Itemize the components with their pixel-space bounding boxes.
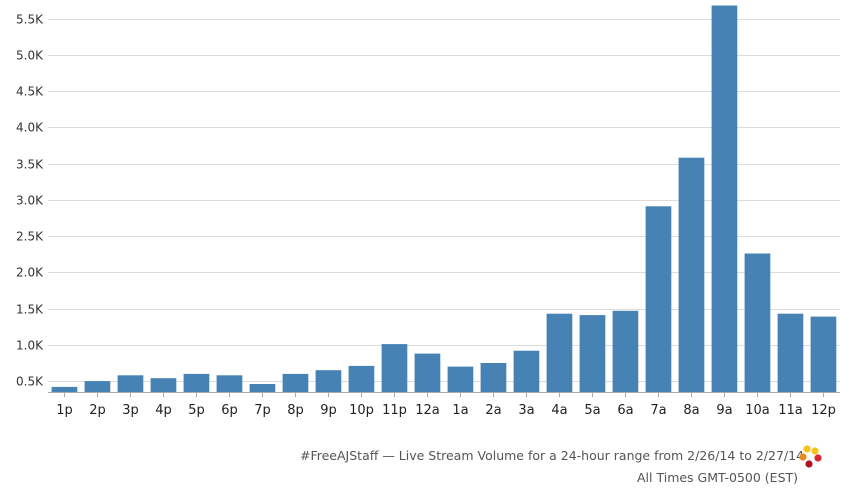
x-tick-label: 7a [650,403,666,418]
bar-1a[interactable] [447,366,474,392]
bar-8a[interactable] [678,157,705,392]
bar-4p[interactable] [150,378,177,392]
y-tick-label: 2.0K [16,266,44,280]
chart-subtitle: All Times GMT-0500 (EST) [637,470,799,485]
grid-lines [48,19,840,382]
bar-12a[interactable] [414,353,441,392]
bar-6a[interactable] [612,310,639,392]
x-tick-label: 9p [320,403,337,418]
bar-4a[interactable] [546,313,573,392]
x-tick-label: 8a [683,403,699,418]
bar-11p[interactable] [381,344,408,392]
bar-chart: 0.5K 1.0K 1.5K 2.0K 2.5K 3.0K 3.5K 4.0K 4.5K 5.0K… [16,5,840,418]
x-tick-label: 4a [551,403,567,418]
logo-dot [803,445,811,453]
bar-1p[interactable] [51,386,78,392]
x-tick-label: 5a [584,403,600,418]
y-tick-label: 1.0K [16,339,44,353]
bar-10a[interactable] [744,253,771,393]
bar-11a[interactable] [777,313,804,392]
x-tick-label: 12a [415,403,440,418]
y-tick-label: 5.5K [16,13,44,27]
bar-3a[interactable] [513,350,540,392]
y-tick-label: 4.5K [16,85,44,99]
bar-8p[interactable] [282,373,309,392]
x-tick-label: 1p [56,403,73,418]
bar-5p[interactable] [183,373,210,392]
bar-3p[interactable] [117,375,144,392]
x-tick-label: 3p [122,403,139,418]
bars [51,5,837,393]
logo-dot [814,454,822,462]
x-tick-label: 11a [778,403,803,418]
x-tick-label: 10p [349,403,374,418]
y-tick-label: 4.0K [16,121,44,135]
y-tick-label: 2.5K [16,230,44,244]
x-tick-label: 10a [745,403,770,418]
x-tick-label: 2p [89,403,106,418]
bar-2a[interactable] [480,363,507,392]
bar-2p[interactable] [84,381,111,392]
y-tick-label: 3.0K [16,194,44,208]
bar-9a[interactable] [711,5,738,393]
x-axis-tick-labels: 1p 2p 3p 4p 5p 6p 7p 8p 9p 10p 11p 12a 1a 2a 3a 4a 5a 6a 7… [56,392,836,418]
brand-logo-icon [799,445,822,468]
bar-7p[interactable] [249,384,276,392]
chart-title: #FreeAJStaff — Live Stream Volume for a … [300,448,805,463]
y-tick-label: 0.5K [16,375,44,389]
x-tick-label: 9a [716,403,732,418]
x-tick-label: 2a [485,403,501,418]
logo-dot [805,460,813,468]
x-tick-label: 11p [382,403,407,418]
bar-5a[interactable] [579,315,606,392]
bar-9p[interactable] [315,370,342,392]
y-axis-tick-labels: 0.5K 1.0K 1.5K 2.0K 2.5K 3.0K 3.5K 4.0K 4.5K 5.0K… [16,13,44,389]
x-tick-label: 1a [452,403,468,418]
x-tick-label: 7p [254,403,271,418]
x-tick-label: 3a [518,403,534,418]
bar-10p[interactable] [348,365,375,392]
x-tick-label: 8p [287,403,304,418]
logo-dot [799,453,807,461]
bar-12p[interactable] [810,316,837,392]
bar-7a[interactable] [645,206,672,392]
x-tick-label: 4p [155,403,172,418]
x-tick-label: 5p [188,403,205,418]
y-tick-label: 1.5K [16,303,44,317]
logo-dot [811,447,819,455]
bar-6p[interactable] [216,375,243,392]
y-tick-label: 5.0K [16,49,44,63]
y-tick-label: 3.5K [16,158,44,172]
x-tick-label: 6p [221,403,238,418]
x-tick-label: 6a [617,403,633,418]
x-tick-label: 12p [811,403,836,418]
